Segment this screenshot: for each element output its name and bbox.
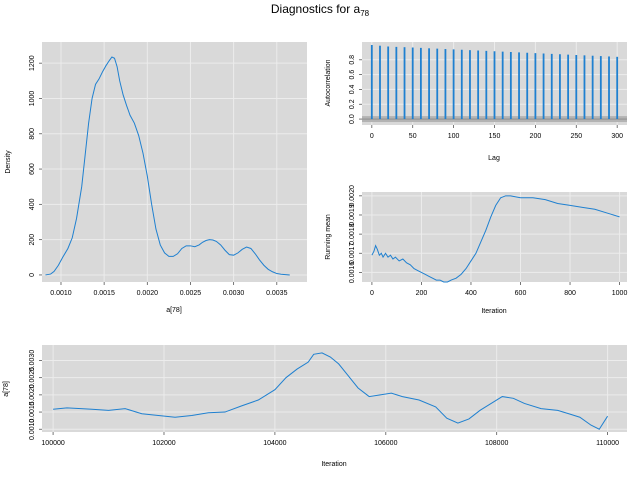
density-x-tick-label: 0.0025 — [180, 290, 202, 297]
trace-marks — [53, 352, 609, 430]
trace-x-axis-label: Iteration — [321, 461, 346, 468]
trace-y-tick-label: 0.0010 — [29, 418, 36, 440]
running-x-tick-label: 200 — [416, 290, 428, 297]
density-y-tick-label: 1200 — [29, 55, 36, 71]
trace-y-tick-label: 0.0015 — [29, 401, 36, 423]
autocorrelation-panel: 0.0 0.2 0.4 0.6 0.8 0 50 100 150 200 250 300 Lag A… — [325, 42, 627, 162]
density-y-ticks: 0 200 400 600 800 1000 1200 — [29, 55, 42, 277]
acf-y-tick-label: 0.8 — [349, 55, 356, 65]
trace-y-tick-label: 0.0030 — [29, 350, 36, 372]
density-plot-area — [42, 42, 307, 282]
density-y-tick-label: 1000 — [29, 91, 36, 107]
running-y-tick-label: 0.0019 — [349, 204, 356, 226]
acf-x-tick-label: 0 — [370, 133, 374, 140]
density-gridlines — [42, 42, 307, 282]
running-x-tick-label: 600 — [515, 290, 527, 297]
trace-y-tick-label: 0.0020 — [29, 384, 36, 406]
running-y-tick-label: 0.0017 — [349, 242, 356, 264]
density-y-tick-label: 400 — [29, 198, 36, 210]
figure-title: Diagnostics for a78 — [271, 2, 370, 18]
density-y-tick-label: 0 — [29, 273, 36, 277]
density-x-tick-label: 0.0035 — [266, 290, 288, 297]
density-x-tick-label: 0.0015 — [93, 290, 115, 297]
trace-plot-area — [42, 345, 627, 432]
density-x-ticks: 0.0010 0.0015 0.0020 0.0025 0.0030 0.0035 — [50, 282, 288, 297]
acf-y-tick-label: 0.6 — [349, 70, 356, 80]
trace-x-tick-label: 108000 — [485, 440, 508, 447]
running-x-tick-label: 0 — [370, 290, 374, 297]
acf-x-tick-label: 300 — [611, 133, 623, 140]
acf-x-tick-label: 150 — [489, 133, 501, 140]
trace-x-ticks: 100000 102000 104000 106000 108000 110000 — [41, 432, 619, 447]
running-y-tick-label: 0.0020 — [349, 185, 356, 207]
trace-x-tick-label: 102000 — [152, 440, 175, 447]
acf-x-tick-label: 50 — [409, 133, 417, 140]
trace-x-tick-label: 104000 — [263, 440, 286, 447]
running-x-tick-label: 400 — [465, 290, 477, 297]
autocorrelation-x-axis-label: Lag — [488, 155, 500, 162]
running-mean-plot-area — [362, 192, 627, 282]
acf-x-tick-label: 100 — [448, 133, 460, 140]
autocorrelation-x-ticks: 0 50 100 150 200 250 300 — [370, 125, 623, 140]
density-panel: 0 200 400 600 800 1000 1200 0.0010 0.0015 0.0020… — [5, 42, 307, 314]
autocorrelation-y-axis-label: Autocorrelation — [325, 59, 332, 106]
running-x-tick-label: 800 — [564, 290, 576, 297]
density-y-axis-label: Density — [5, 150, 12, 174]
trace-y-tick-label: 0.0025 — [29, 367, 36, 389]
running-mean-x-ticks: 0 200 400 600 800 1000 — [370, 282, 628, 297]
acf-y-tick-label: 0.2 — [349, 99, 356, 109]
running-y-tick-label: 0.0016 — [349, 262, 356, 284]
density-x-axis-label: a[78] — [166, 307, 182, 314]
autocorrelation-marks — [362, 44, 627, 123]
running-series-line — [371, 195, 620, 283]
autocorrelation-y-ticks: 0.0 0.2 0.4 0.6 0.8 — [349, 55, 362, 124]
density-marks — [45, 56, 290, 276]
acf-y-tick-label: 0.0 — [349, 114, 356, 124]
figure-title-subscript: 78 — [360, 9, 369, 18]
running-mean-marks — [371, 195, 620, 283]
density-series-line — [45, 56, 290, 276]
trace-y-axis-label: a[78] — [3, 381, 10, 397]
trace-x-tick-label: 110000 — [596, 440, 619, 447]
running-x-tick-label: 1000 — [612, 290, 628, 297]
running-y-tick-label: 0.0018 — [349, 223, 356, 245]
density-y-tick-label: 600 — [29, 163, 36, 175]
acf-x-tick-label: 250 — [570, 133, 582, 140]
trace-series-line — [53, 352, 609, 430]
density-y-tick-label: 200 — [29, 234, 36, 246]
density-y-tick-label: 800 — [29, 128, 36, 140]
density-x-tick-label: 0.0030 — [223, 290, 245, 297]
running-mean-x-axis-label: Iteration — [481, 308, 506, 315]
density-x-tick-label: 0.0010 — [50, 290, 72, 297]
acf-x-tick-label: 200 — [530, 133, 542, 140]
density-x-tick-label: 0.0020 — [137, 290, 159, 297]
running-mean-y-axis-label: Running mean — [325, 214, 332, 260]
running-mean-gridlines — [362, 192, 627, 282]
trace-x-tick-label: 106000 — [374, 440, 397, 447]
acf-y-tick-label: 0.4 — [349, 84, 356, 94]
trace-x-tick-label: 100000 — [41, 440, 64, 447]
